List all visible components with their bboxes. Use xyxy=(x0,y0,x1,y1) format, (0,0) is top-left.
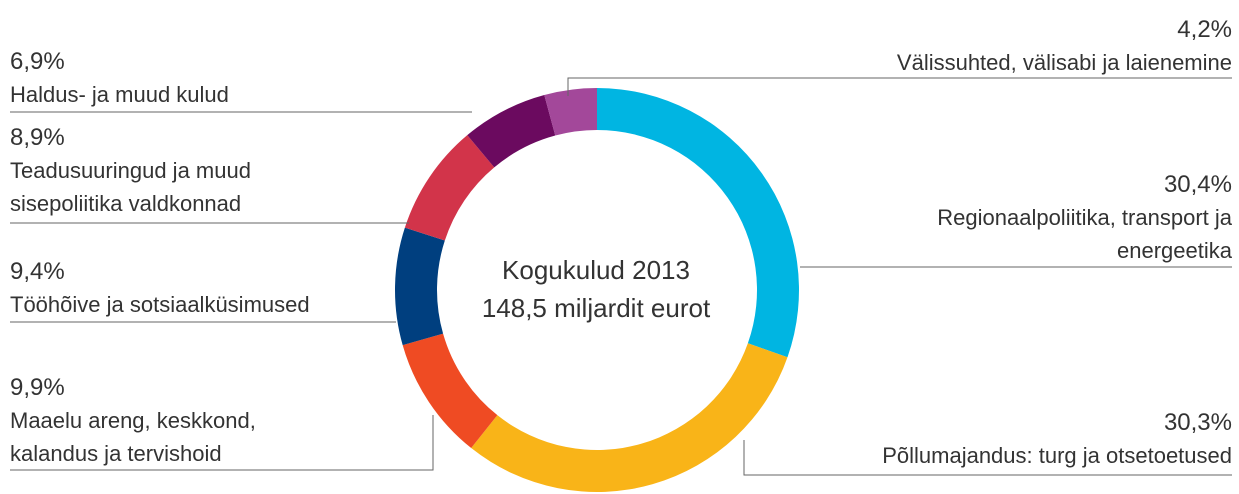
segment-label: 6,9% Haldus- ja muud kulud xyxy=(10,45,229,111)
category-label: Haldus- ja muud kulud xyxy=(10,82,229,107)
donut-segment xyxy=(394,227,445,346)
center-subtitle: 148,5 miljardit eurot xyxy=(481,293,711,323)
category-label: Regionaalpoliitika, transport ja energee… xyxy=(937,205,1232,263)
segment-label: 9,9% Maaelu areng, keskkond, kalandus ja … xyxy=(10,371,330,470)
leader-line xyxy=(743,440,1232,476)
value-label: 30,4% xyxy=(1163,171,1232,198)
value-label: 9,9% xyxy=(10,374,65,401)
value-label: 6,9% xyxy=(10,48,65,75)
donut-segment xyxy=(402,333,498,449)
category-label: Maaelu areng, keskkond, kalandus ja terv… xyxy=(10,408,256,466)
category-label: Teadusuuringud ja muud sisepoliitika val… xyxy=(10,158,251,216)
donut-segment xyxy=(404,135,495,241)
donut-segment xyxy=(544,88,597,136)
segment-label: 9,4% Tööhõive ja sotsiaalküsimused xyxy=(10,255,310,321)
donut-segment xyxy=(467,94,556,168)
segment-label: 8,9% Teadusuuringud ja muud sisepoliitika… xyxy=(10,121,340,220)
segment-label: 30,3% Põllumajandus: turg ja otsetoetused xyxy=(882,406,1232,472)
center-title: Kogukulud 2013 xyxy=(502,255,690,285)
segment-label: 30,4% Regionaalpoliitika, transport ja en… xyxy=(832,168,1232,267)
value-label: 8,9% xyxy=(10,124,65,151)
value-label: 30,3% xyxy=(1163,409,1232,436)
category-label: Põllumajandus: turg ja otsetoetused xyxy=(882,443,1232,468)
leader-line xyxy=(567,77,1232,96)
value-label: 4,2% xyxy=(1177,16,1232,43)
donut-segment xyxy=(471,343,788,492)
donut-segment xyxy=(597,88,799,358)
leader-line xyxy=(10,415,434,471)
segment-label: 4,2% Välissuhted, välisabi ja laienemine xyxy=(897,13,1232,79)
category-label: Välissuhted, välisabi ja laienemine xyxy=(896,50,1232,75)
value-label: 9,4% xyxy=(10,258,65,285)
category-label: Tööhõive ja sotsiaalküsimused xyxy=(10,292,310,317)
